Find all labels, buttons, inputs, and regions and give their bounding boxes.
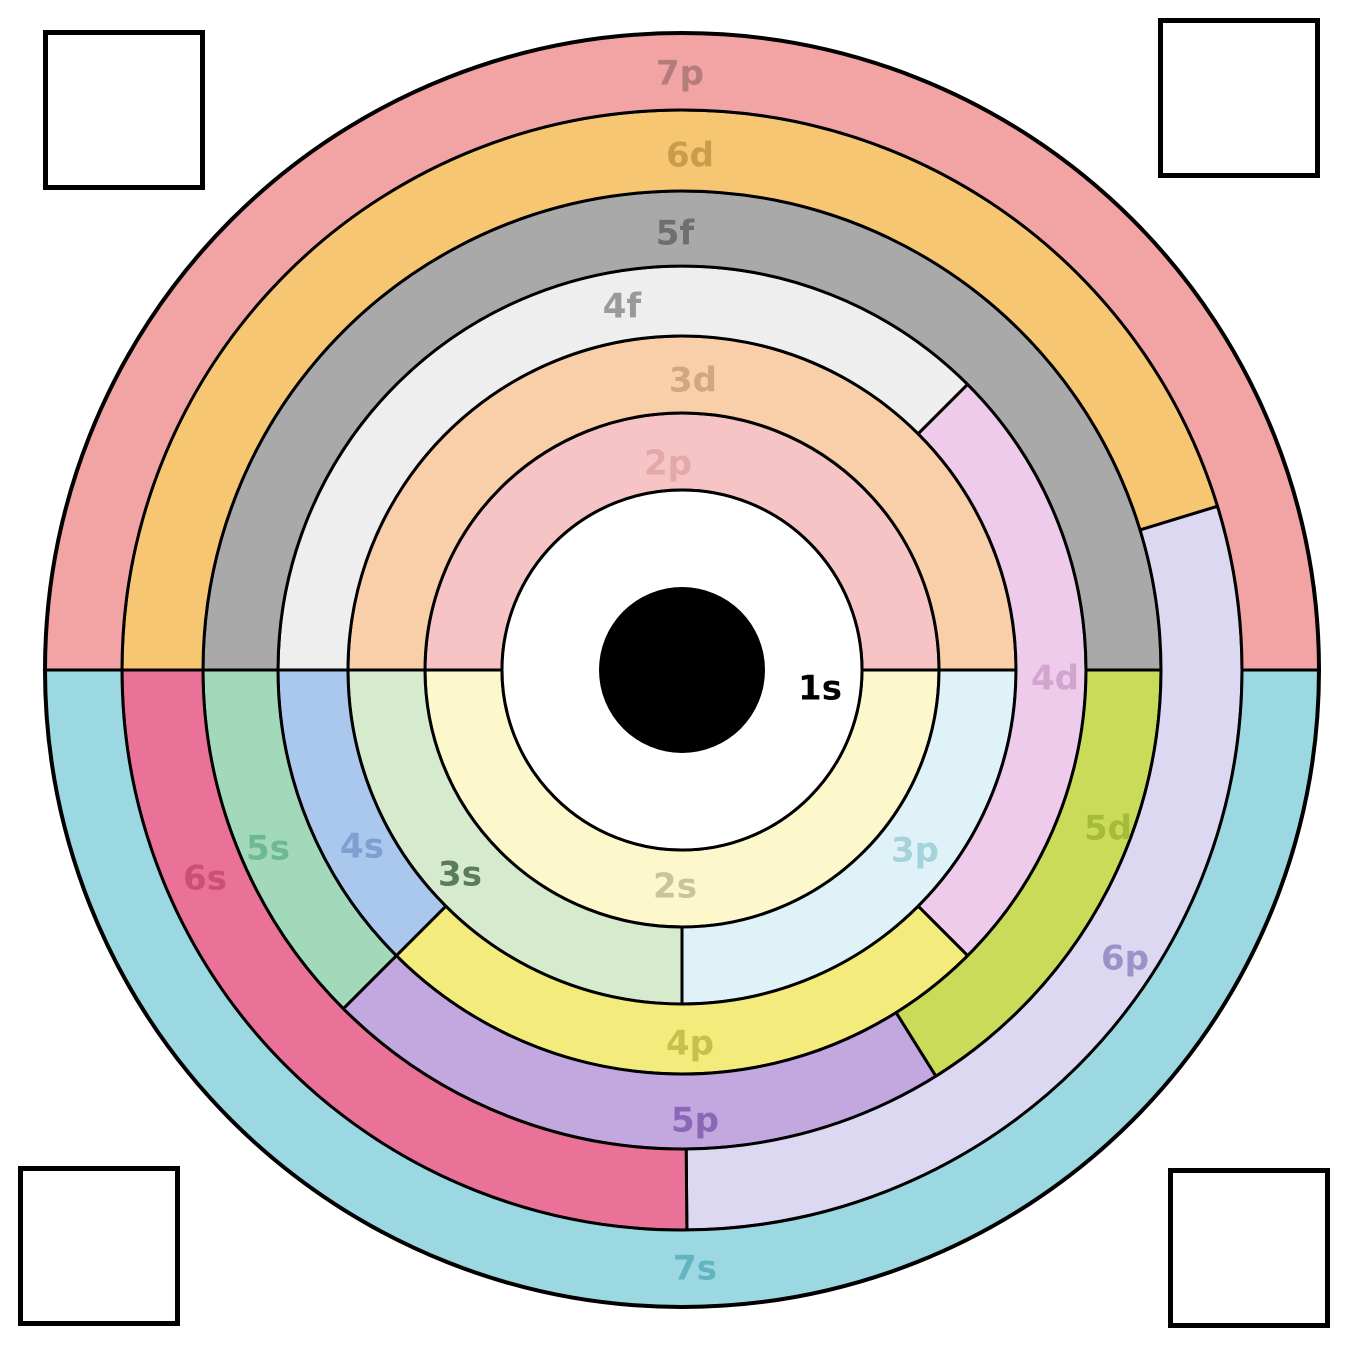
answer-box-bottom-left[interactable] — [18, 1166, 180, 1326]
orbital-label-6p: 6p — [1101, 939, 1149, 979]
answer-box-bottom-right[interactable] — [1168, 1168, 1330, 1328]
orbital-label-2p: 2p — [644, 444, 692, 484]
orbital-label-1s: 1s — [798, 669, 842, 709]
orbital-label-6s: 6s — [183, 859, 227, 899]
orbital-label-7s: 7s — [673, 1249, 717, 1289]
answer-box-top-left[interactable] — [43, 30, 205, 190]
orbital-label-4s: 4s — [340, 827, 384, 867]
orbital-label-5d: 5d — [1084, 809, 1132, 849]
orbital-label-4d: 4d — [1031, 659, 1079, 699]
nucleus-dot — [599, 587, 765, 753]
orbital-label-2s: 2s — [653, 867, 697, 907]
outer-border — [43, 31, 1321, 1309]
orbital-label-3p: 3p — [891, 831, 939, 871]
orbital-label-4f: 4f — [603, 287, 643, 327]
orbital-label-5s: 5s — [246, 829, 290, 869]
orbital-label-3d: 3d — [669, 361, 717, 401]
orbital-label-5p: 5p — [671, 1101, 719, 1141]
orbital-label-4p: 4p — [666, 1024, 714, 1064]
answer-box-top-right[interactable] — [1158, 18, 1320, 178]
orbital-label-3s: 3s — [438, 855, 482, 895]
orbital-label-6d: 6d — [666, 136, 714, 176]
orbital-label-5f: 5f — [656, 214, 696, 254]
orbital-label-7p: 7p — [656, 54, 704, 94]
